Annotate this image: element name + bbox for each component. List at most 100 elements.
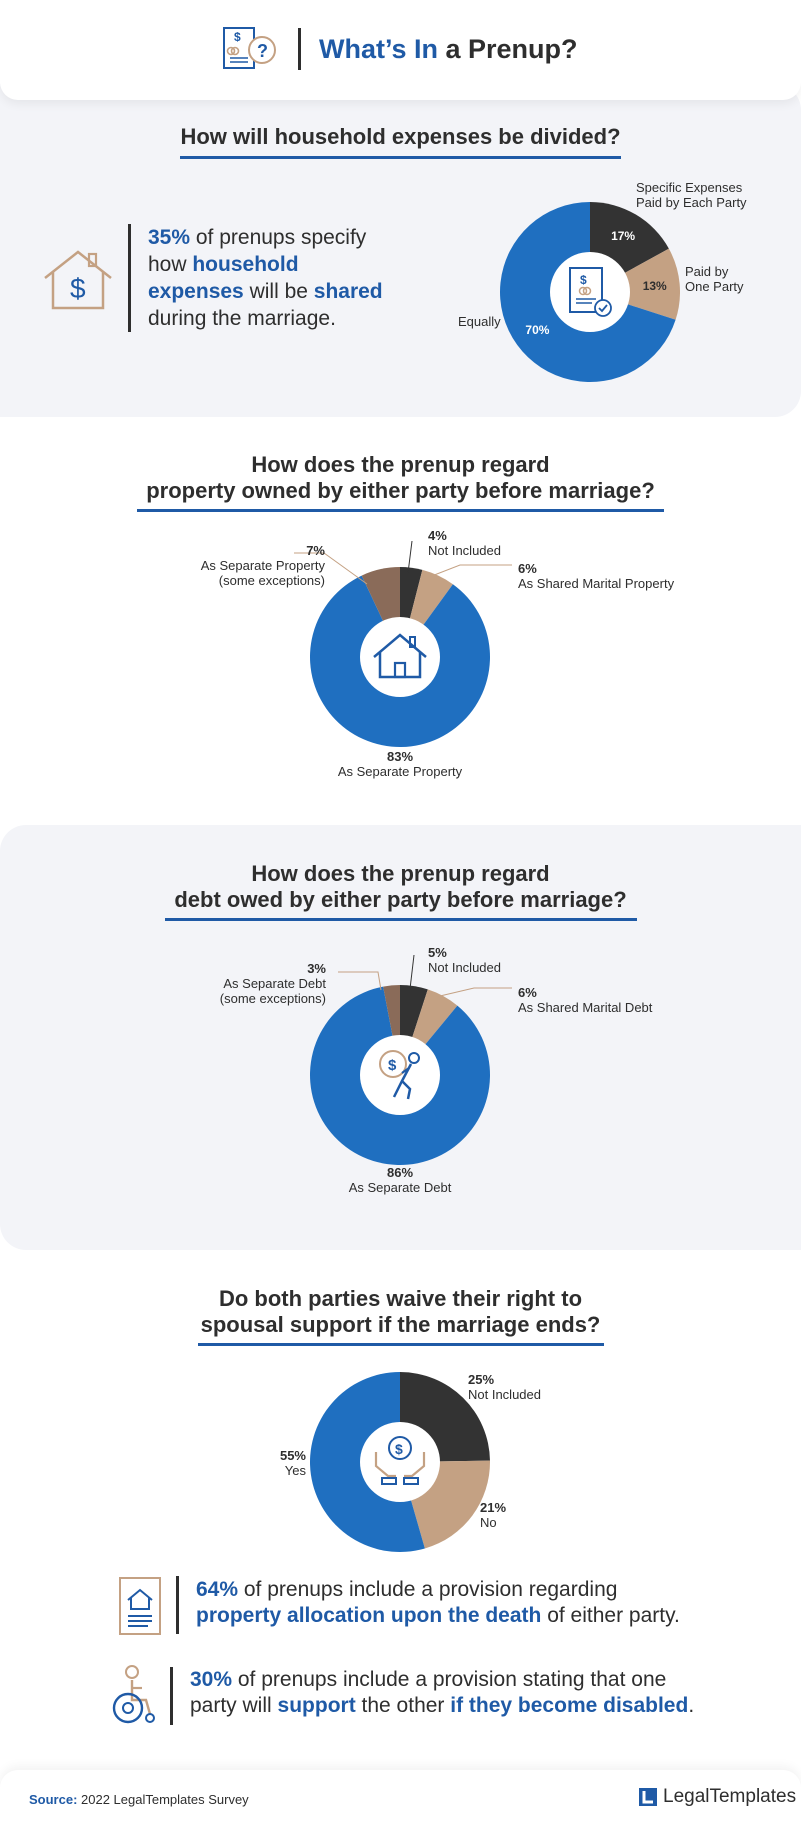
chart2-value-3: 3% [307, 961, 326, 976]
chart2-label-1-text: As Shared Marital Debt [518, 1000, 653, 1015]
svg-text:?: ? [257, 41, 268, 61]
donut-hole [360, 1422, 440, 1502]
chart1-value-0: 4% [428, 528, 447, 543]
chart3-label-0: 25% Not Included [468, 1372, 541, 1402]
svg-text:$: $ [395, 1441, 403, 1457]
section2-question-line2: property owned by either party before ma… [146, 478, 655, 503]
chart3-value-1: 21% [480, 1500, 507, 1515]
section2-question-line1: How does the prenup regard [251, 452, 550, 477]
section1-stat-h2: shared [313, 280, 383, 303]
chart0-slice-1 [590, 248, 680, 320]
chart0-label-1: Paid by One Party [685, 264, 744, 294]
chart3-value-0: 25% [468, 1372, 495, 1387]
chart2-label-0-text: Not Included [428, 960, 501, 975]
page-title-accent: What’s In [319, 33, 438, 64]
stat2: 30% of prenups include a provision stati… [190, 1667, 710, 1719]
svg-text:$: $ [580, 273, 587, 287]
debt-donut-chart: $ [310, 985, 490, 1165]
stat2-bar [170, 1667, 173, 1725]
hands-coin-icon: $ [374, 1436, 426, 1485]
section1-underline [180, 156, 621, 159]
section1-stat-t3: during the marriage. [148, 307, 336, 330]
section1-stat-pct: 35% [148, 226, 191, 249]
chart2-label-1: 6% As Shared Marital Debt [518, 985, 652, 1015]
person-carrying-debt-icon: $ [379, 1050, 420, 1100]
chart2-value-1: 6% [518, 985, 537, 1000]
stat2-h2: if they become disabled [450, 1694, 689, 1717]
section3-question-line1: How does the prenup regard [251, 861, 550, 886]
stat1-t1: of prenups include a provision regarding [238, 1578, 618, 1601]
stat1: 64% of prenups include a provision regar… [196, 1577, 696, 1629]
header-divider [298, 28, 301, 70]
property-donut-chart [310, 567, 490, 747]
page-title-rest: a Prenup? [438, 33, 578, 64]
section4-underline [198, 1343, 604, 1346]
stat2-h1: support [277, 1694, 356, 1717]
chart0-value-1: 13% [643, 279, 667, 293]
chart3-label-0-text: Not Included [468, 1387, 541, 1402]
chart0-label-2: Equally [458, 314, 501, 329]
stat1-t2: of either party. [541, 1604, 680, 1627]
section1-stat-t2: will be [243, 280, 314, 303]
section1-question: How will household expenses be divided? [180, 124, 621, 149]
chart1-label-1: 6% As Shared Marital Property [518, 561, 674, 591]
wheelchair-icon [112, 1665, 155, 1724]
chart1-value-1: 6% [518, 561, 537, 576]
source-text: 2022 LegalTemplates Survey [77, 1792, 249, 1807]
chart1-label-3-text: As Separate Property (some exceptions) [200, 558, 325, 588]
chart3-label-1-text: No [480, 1515, 497, 1530]
chart2-label-0: 5% Not Included [428, 945, 501, 975]
stat1-h1: property allocation upon the death [196, 1604, 542, 1627]
document-dollar-question-icon: $ ? [223, 27, 276, 69]
section-debt: How does the prenup regard debt owed by … [0, 825, 801, 1250]
page-title: What’s In a Prenup? [319, 34, 578, 65]
chart1-value-2: 83% [386, 749, 414, 764]
chart1-value-3: 7% [306, 543, 325, 558]
chart2-label-2: 86% As Separate Debt [300, 1165, 500, 1195]
section1-stat-t1: of prenups specify how [148, 226, 367, 276]
chart3-label-1: 21% No [480, 1500, 506, 1530]
chart1-label-0-text: Not Included [428, 543, 501, 558]
household-expenses-donut-chart: $ 17% 13% 70% [500, 202, 680, 382]
chart3-label-2: 55% Yes [240, 1448, 306, 1478]
source-label: Source: [29, 1792, 78, 1807]
chart2-label-3-text: As Separate Debt (some exceptions) [219, 976, 326, 1006]
chart2-value-2: 86% [386, 1165, 414, 1180]
section4-question-line2: spousal support if the marriage ends? [200, 1312, 601, 1337]
chart2-label-3: 3% As Separate Debt (some exceptions) [190, 961, 326, 1006]
section1-stat-h1: household expenses [148, 253, 299, 303]
spousal-support-donut-chart: $ [310, 1372, 490, 1552]
svg-text:$: $ [234, 30, 241, 44]
chart0-label-0: Specific Expenses Paid by Each Party [636, 180, 747, 210]
document-rings-check-icon: $ [569, 267, 612, 317]
chart1-label-1-text: As Shared Marital Property [518, 576, 675, 591]
chart1-label-3: 7% As Separate Property (some exceptions) [185, 543, 325, 588]
house-dollar-icon: $ [44, 250, 112, 310]
section4-question-line1: Do both parties waive their right to [218, 1286, 583, 1311]
chart1-label-2: 83% As Separate Property [300, 749, 500, 779]
section1-stat: 35% of prenups specify how household exp… [148, 224, 398, 332]
brand[interactable]: LegalTemplates [638, 1786, 796, 1808]
document-house-icon [119, 1577, 161, 1635]
chart0-value-2: 70% [525, 323, 549, 337]
section3-underline [165, 918, 637, 921]
section-property: How does the prenup regard property owne… [0, 417, 801, 825]
chart3-value-2: 55% [279, 1448, 306, 1463]
section-household-expenses: How will household expenses be divided? … [0, 84, 801, 417]
section-spousal-support: Do both parties waive their right to spo… [0, 1250, 801, 1770]
brand-name: LegalTemplates [663, 1786, 797, 1807]
chart3-label-2-text: Yes [284, 1463, 306, 1478]
chart2-label-2-text: As Separate Debt [348, 1180, 452, 1195]
legaltemplates-logo-icon [639, 1788, 657, 1806]
source-note: Source: 2022 LegalTemplates Survey [29, 1792, 249, 1807]
section2-underline [137, 509, 664, 512]
footer: Source: 2022 LegalTemplates Survey Legal… [0, 1770, 801, 1834]
stat2-t4: . [688, 1694, 695, 1717]
header-title-group: $ ? What’s In a Prenup? [222, 26, 578, 72]
chart1-label-0: 4% Not Included [428, 528, 501, 558]
chart1-label-2-text: As Separate Property [337, 764, 463, 779]
stat2-t2: party will [190, 1694, 278, 1717]
header: $ ? What’s In a Prenup? [0, 0, 801, 100]
donut-hole [360, 617, 440, 697]
stat2-pct: 30% [190, 1668, 233, 1691]
